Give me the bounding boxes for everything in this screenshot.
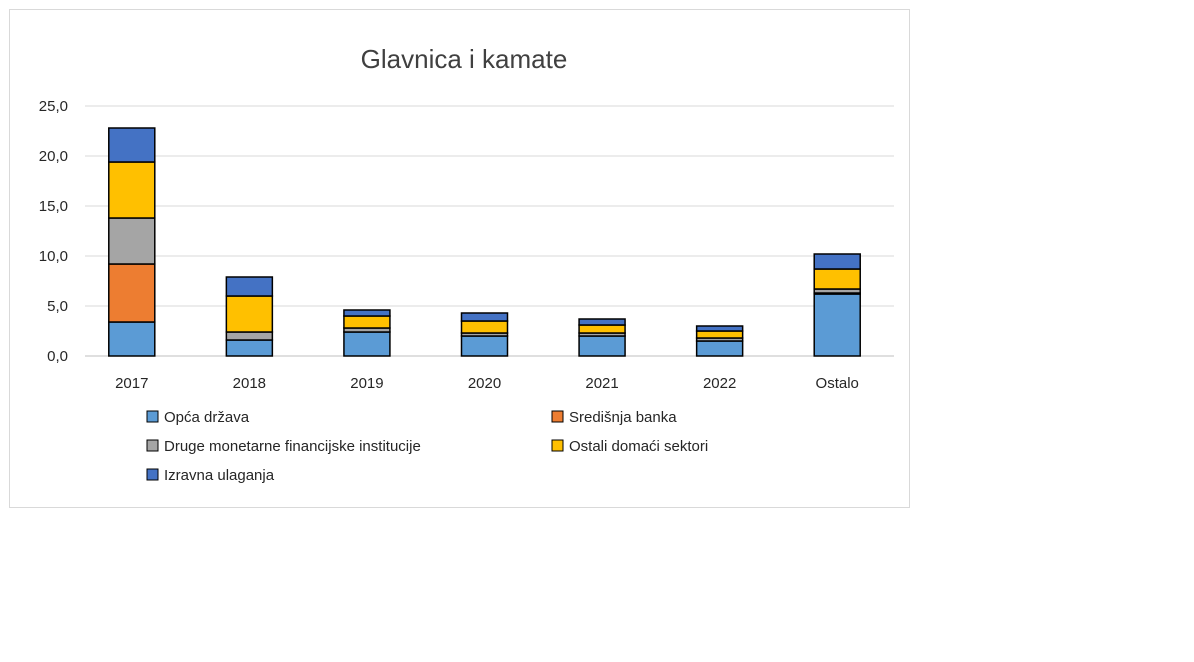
bar-segment — [343, 309, 391, 317]
gridlines — [85, 105, 894, 357]
bar-segment — [225, 276, 274, 297]
legend-swatch — [146, 439, 159, 452]
bar-segment — [108, 217, 156, 265]
bar-segment — [225, 339, 274, 357]
y-tick-label: 0,0 — [47, 348, 68, 365]
bar-segment — [108, 321, 156, 357]
stacked-bar-chart: Glavnica i kamate 0,0 5,0 10,0 15,0 20,0 25,0… — [39, 44, 894, 484]
x-tick-label: 2022 — [703, 375, 736, 392]
legend-swatch — [146, 468, 159, 481]
x-tick-label: 2019 — [350, 375, 383, 392]
legend-label: Opća država — [164, 409, 250, 426]
bar-segment — [813, 253, 861, 270]
x-axis: 2017 2018 2019 2020 2021 2022 Ostalo — [115, 375, 859, 392]
chart-frame: Glavnica i kamate 0,0 5,0 10,0 15,0 20,0 25,0… — [9, 9, 910, 508]
y-tick-label: 15,0 — [39, 198, 68, 215]
bar-segment — [343, 315, 391, 329]
bar-segment — [108, 161, 156, 219]
legend-label: Središnja banka — [569, 409, 677, 426]
chart-title: Glavnica i kamate — [361, 44, 568, 74]
x-tick-label: 2020 — [468, 375, 501, 392]
bars — [108, 127, 861, 357]
y-axis: 0,0 5,0 10,0 15,0 20,0 25,0 — [39, 98, 68, 365]
y-tick-label: 5,0 — [47, 298, 68, 315]
legend-swatch — [146, 410, 159, 423]
legend-swatch — [551, 410, 564, 423]
x-tick-label: 2021 — [585, 375, 618, 392]
legend-label: Izravna ulaganja — [164, 467, 275, 484]
bar-segment — [460, 312, 509, 322]
bar-segment — [225, 331, 274, 341]
bar-segment — [460, 320, 509, 334]
bar-segment — [578, 324, 626, 334]
bar-segment — [108, 263, 156, 323]
legend-label: Druge monetarne financijske institucije — [164, 438, 421, 455]
legend: Opća država Središnja banka Druge monetarn… — [146, 409, 708, 484]
bar-segment — [695, 325, 744, 332]
bar-segment — [695, 330, 744, 339]
legend-label: Ostali domaći sektori — [569, 438, 708, 455]
bar-segment — [813, 268, 861, 290]
x-tick-label: 2017 — [115, 375, 148, 392]
bar-segment — [225, 295, 274, 333]
bar-segment — [578, 318, 626, 326]
y-tick-label: 20,0 — [39, 148, 68, 165]
bar-segment — [695, 340, 744, 357]
bar-segment — [343, 331, 391, 357]
bar-segment — [813, 293, 861, 357]
bar-segment — [460, 335, 509, 357]
x-tick-label: 2018 — [233, 375, 266, 392]
bar-segment — [578, 335, 626, 357]
legend-swatch — [551, 439, 564, 452]
x-tick-label: Ostalo — [816, 375, 859, 392]
y-tick-label: 10,0 — [39, 248, 68, 265]
bar-segment — [108, 127, 156, 163]
y-tick-label: 25,0 — [39, 98, 68, 115]
